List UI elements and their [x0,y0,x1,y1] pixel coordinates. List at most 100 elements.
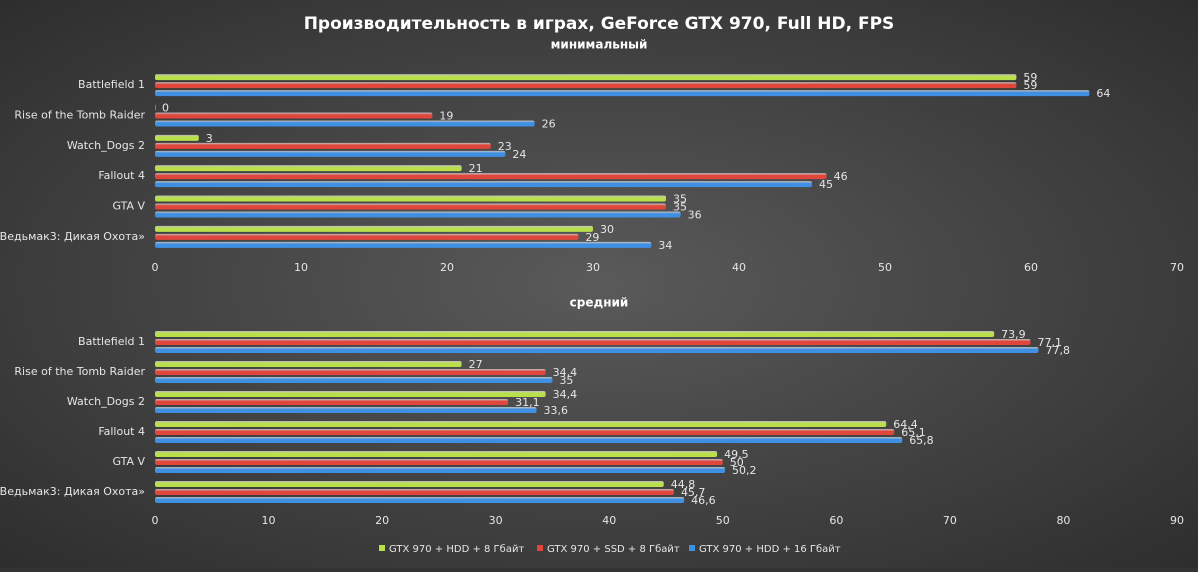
chart-title: Производительность в играх, GeForce GTX … [304,14,895,34]
value-label: 34 [658,239,672,252]
y-tick-label: Watch_Dogs 2 [67,139,145,152]
legend-swatch [379,545,385,551]
y-tick-label: Battlefield 1 [78,335,145,348]
x-tick-label: 50 [878,261,892,274]
value-label: 23 [498,140,512,153]
x-tick-label: 10 [262,514,276,527]
value-label: 27 [469,358,483,371]
bar [155,150,506,157]
x-tick-label: 40 [732,261,746,274]
x-tick-label: 20 [375,514,389,527]
bar [155,489,674,495]
value-label: 50,2 [732,464,757,477]
value-label: 35 [673,201,687,214]
bar [155,377,553,383]
x-tick-label: 90 [1170,514,1184,527]
subtitle: минимальный [551,38,648,52]
x-tick-label: 50 [716,514,730,527]
value-label: 44,8 [671,478,696,491]
value-label: 31,1 [515,396,540,409]
y-tick-label: GTA V [112,200,145,213]
x-tick-label: 10 [294,261,308,274]
bar [155,437,903,443]
bar [155,497,685,503]
bar [155,467,726,473]
legend-label: GTX 970 + HDD + 16 Гбайт [699,544,841,555]
value-label: 36 [688,209,702,222]
value-label: 59 [1023,71,1037,84]
legend-label: GTX 970 + SSD + 8 Гбайт [547,544,680,555]
value-label: 65,8 [909,434,934,447]
y-tick-label: Battlefield 1 [78,78,145,91]
value-label: 59 [1023,79,1037,92]
value-label: 33,6 [544,404,569,417]
value-label: 45,7 [681,486,706,499]
bar [155,391,546,397]
bar [155,459,723,465]
y-tick-label: Fallout 4 [98,169,145,182]
bar [155,407,537,413]
bar [155,241,652,248]
bar [155,74,1017,81]
y-tick-label: «Ведьмак3: Дикая Охота» [0,485,145,498]
value-label: 3 [206,132,213,145]
y-tick-label: Rise of the Tomb Raider [14,365,145,378]
bar [155,82,1017,89]
value-label: 30 [600,223,614,236]
x-tick-label: 60 [829,514,843,527]
bar [155,481,664,487]
y-tick-label: Watch_Dogs 2 [67,395,145,408]
bar [155,233,579,240]
x-tick-label: 40 [602,514,616,527]
value-label: 35 [673,193,687,206]
x-tick-label: 80 [1056,514,1070,527]
bar [155,429,895,435]
value-label: 64,4 [893,418,918,431]
value-label: 77,1 [1038,336,1063,349]
value-label: 19 [439,110,453,123]
legend-swatch [537,545,543,551]
bar [155,211,681,218]
x-tick-label: 70 [1170,261,1184,274]
value-label: 65,1 [901,426,926,439]
bar [155,104,156,111]
value-label: 46,6 [691,494,716,507]
value-label: 50 [730,456,744,469]
bar [155,339,1031,345]
value-label: 35 [559,374,573,387]
bar [155,173,827,180]
value-label: 77,8 [1045,344,1070,357]
bar [155,399,509,405]
x-tick-label: 30 [489,514,503,527]
bar [155,134,199,141]
value-label: 0 [162,102,169,115]
bar [155,331,995,337]
value-label: 29 [585,231,599,244]
value-label: 64 [1096,87,1110,100]
y-tick-label: «Ведьмак3: Дикая Охота» [0,230,145,243]
x-tick-label: 20 [440,261,454,274]
x-tick-label: 0 [152,514,159,527]
value-label: 45 [819,178,833,191]
value-label: 34,4 [553,388,578,401]
bar [155,421,887,427]
y-tick-label: Rise of the Tomb Raider [14,109,145,122]
legend-label: GTX 970 + HDD + 8 Гбайт [389,544,524,555]
bar [155,225,593,232]
legend-swatch [689,545,695,551]
subtitle: средний [570,296,629,310]
bar [155,203,666,210]
value-label: 26 [542,118,556,131]
x-tick-label: 0 [152,261,159,274]
y-tick-label: Fallout 4 [98,425,145,438]
value-label: 24 [512,148,526,161]
bar [155,369,546,375]
bar [155,90,1090,97]
bar [155,181,812,188]
value-label: 46 [834,170,848,183]
bar [155,347,1039,353]
bar [155,120,535,127]
x-tick-label: 70 [943,514,957,527]
bar [155,112,433,119]
